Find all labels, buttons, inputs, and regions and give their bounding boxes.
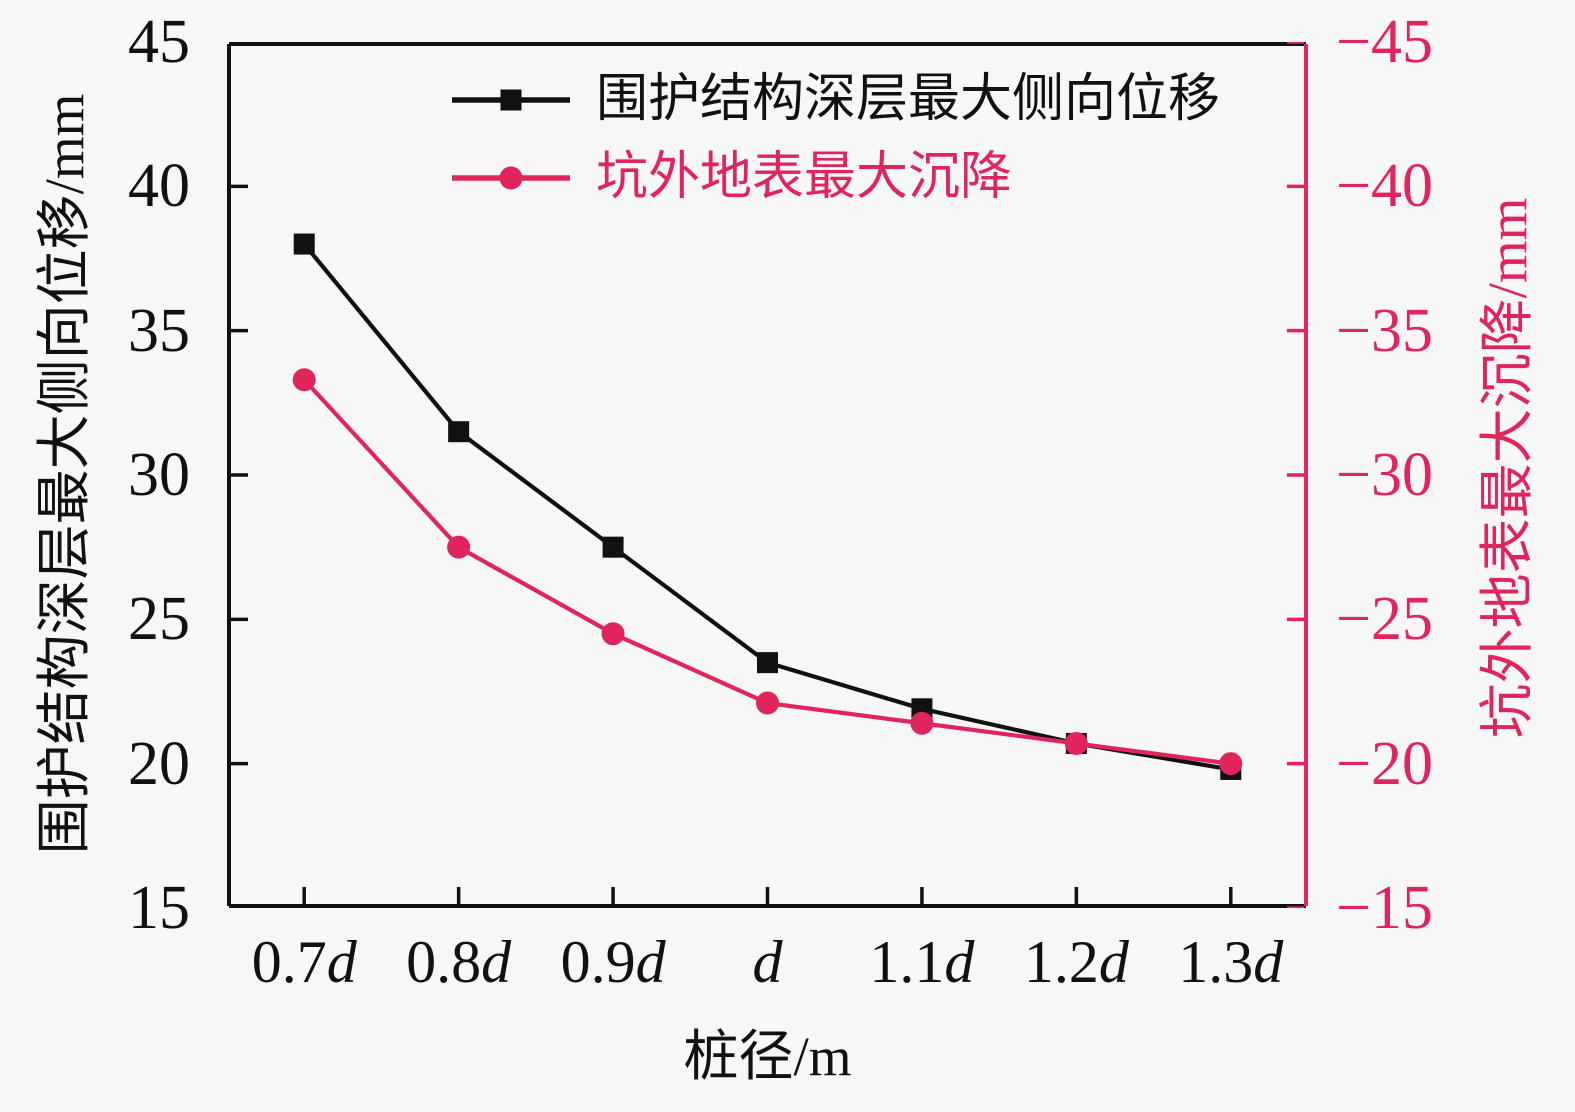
x-tick-label: 1.3d [1178, 929, 1284, 995]
legend-label-surface-settlement: 坑外地表最大沉降 [596, 149, 1013, 206]
y-right-tick-label: −45 [1336, 8, 1433, 76]
y-left-tick-label: 45 [128, 8, 190, 76]
data-point-square [757, 652, 778, 674]
legend-sample-line-circle-icon [452, 166, 570, 190]
y-right-tick-label: −20 [1336, 729, 1433, 798]
x-tick-label: 0.8d [406, 929, 512, 995]
data-point-circle [1219, 752, 1243, 776]
data-point-square [602, 536, 624, 558]
legend-marker-square [500, 89, 522, 111]
legend: 围护结构深层最大侧向位移 坑外地表最大沉降 [452, 70, 1220, 208]
y-right-tick-label: −15 [1336, 874, 1433, 942]
series-line-0 [302, 242, 1232, 772]
x-tick-label: 0.7d [251, 929, 357, 995]
legend-label-lateral-displacement: 围护结构深层最大侧向位移 [596, 71, 1221, 128]
y-axis-right-title: 坑外地表最大沉降/mm [1477, 197, 1538, 739]
data-point-circle [447, 535, 471, 559]
legend-item-surface-settlement: 坑外地表最大沉降 [452, 148, 1220, 208]
data-point-circle [292, 368, 316, 392]
y-left-tick-label: 15 [128, 874, 190, 942]
x-tick-label: 1.1d [869, 929, 975, 995]
x-axis-title: 桩径/m [683, 1026, 852, 1087]
data-point-square [448, 421, 470, 443]
x-tick-label: d [752, 929, 783, 995]
data-point-circle [910, 711, 934, 735]
data-point-square [293, 233, 315, 255]
data-point-circle [1064, 731, 1088, 755]
plot-svg [227, 42, 1308, 908]
data-point-circle [601, 622, 625, 646]
legend-item-lateral-displacement: 围护结构深层最大侧向位移 [452, 70, 1220, 130]
data-point-circle [756, 691, 779, 715]
plot-area: 围护结构深层最大侧向位移 坑外地表最大沉降 [227, 42, 1308, 908]
axis-spines-black [227, 42, 1306, 908]
legend-marker-circle [499, 166, 523, 190]
x-tick-label: 0.9d [560, 929, 666, 995]
legend-sample-line-square-icon [452, 89, 570, 111]
x-tick-label: 1.2d [1023, 929, 1129, 995]
y-axis-left-title: 围护结构深层最大侧向位移/mm [34, 93, 95, 855]
